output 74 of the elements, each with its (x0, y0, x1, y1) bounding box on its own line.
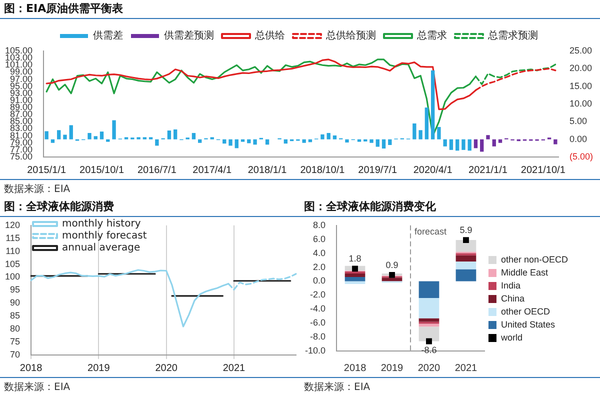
data-label: 0.9 (386, 260, 398, 270)
x-tick-label: 2018 (344, 362, 367, 374)
y-tick-label: 85 (10, 310, 20, 321)
x-tick-label: 2021 (454, 362, 478, 374)
legend-label: United States (500, 319, 556, 330)
y-tick-label: -6.0 (310, 318, 326, 328)
legend-label: 总供给预测 (325, 30, 376, 42)
y2-tick-label: 0.00 (569, 134, 588, 144)
x-tick-label: 2019/7/1 (358, 164, 398, 176)
x-tick-label: 2016/7/1 (137, 164, 177, 176)
x-tick-label: 2019 (88, 362, 110, 374)
y2-tick-label: 25.00 (569, 45, 592, 56)
y-tick-label: 110 (6, 246, 20, 256)
chart-title: 图：全球液体能源消费变化 (300, 198, 600, 217)
legend-label: 总供给 (254, 30, 285, 42)
chart-title: 图：EIA原油供需平衡表 (0, 0, 600, 19)
legend-label: annual average (62, 242, 140, 254)
y-tick-label: 90 (10, 298, 20, 308)
y-tick-label: 75 (10, 336, 20, 347)
ref-line-label: forecast (414, 226, 448, 236)
x-tick-label: 2017/4/1 (192, 164, 232, 176)
y-tick-label: -4.0 (310, 304, 326, 314)
data-label: 5.9 (460, 225, 472, 236)
y-tick-label: 70 (10, 349, 20, 360)
x-tick-label: 2018/10/1 (300, 164, 346, 176)
y-tick-label: 6.0 (313, 234, 326, 244)
y-tick-label: 0.0 (313, 276, 326, 286)
y-tick-label: 4.0 (313, 248, 326, 258)
x-tick-label: 2021 (222, 362, 246, 374)
y2-tick-label: 20.00 (569, 63, 592, 74)
data-label: 1.8 (348, 254, 362, 264)
legend-label: other non-OECD (500, 254, 568, 264)
y2-tick-label: 10.00 (569, 98, 592, 108)
y2-tick-label: (5.00) (569, 151, 594, 162)
source-note: 数据来源：EIA (300, 377, 600, 394)
x-tick-label: 2015/1/1 (27, 164, 66, 176)
y2-tick-label: 5.00 (569, 116, 588, 126)
x-tick-label: 2020 (155, 362, 178, 374)
x-tick-label: 2021/10/1 (520, 164, 566, 176)
y-tick-label: -2.0 (310, 290, 326, 300)
y-tick-label: -8.0 (310, 332, 326, 342)
source-note: 数据来源：EIA (0, 179, 600, 198)
legend-label: 总需求预测 (487, 30, 538, 42)
y-tick-label: -10.0 (305, 345, 326, 356)
y-tick-label: 2.0 (313, 262, 326, 272)
y-tick-label: 80 (10, 324, 20, 334)
y-tick-label: 100 (4, 272, 20, 282)
legend-label: monthly forecast (62, 230, 147, 242)
x-tick-label: 2018 (20, 362, 43, 374)
y2-tick-label: 15.00 (569, 80, 592, 91)
x-tick-label: 2019 (380, 362, 404, 374)
legend-label: 供需差预测 (164, 30, 214, 42)
chart-title: 图：全球液体能源消费 (0, 198, 300, 217)
x-tick-label: 2021/1/1 (468, 164, 508, 176)
legend-label: 总需求 (416, 30, 447, 42)
y-tick-label: 95 (10, 284, 20, 295)
x-tick-label: 2018/1/1 (248, 164, 288, 176)
legend-label: other OECD (500, 306, 550, 316)
legend-label: world (500, 332, 522, 342)
legend-label: 供需差 (93, 30, 123, 42)
legend-label: China (500, 293, 524, 304)
legend-label: Middle East (500, 267, 548, 278)
x-tick-label: 2015/10/1 (80, 164, 124, 176)
y-tick-label: 105 (4, 258, 20, 269)
y-tick-label: 120 (4, 220, 20, 230)
legend-label: monthly history (62, 218, 141, 230)
y-tick-label: 8.0 (313, 220, 326, 230)
y-tick-label: 115 (6, 232, 20, 243)
source-note: 数据来源：EIA (0, 377, 300, 394)
legend-label: India (500, 280, 520, 290)
x-tick-label: 2020 (418, 362, 441, 374)
y-tick-label: 105.00 (4, 45, 33, 56)
x-tick-label: 2020/4/1 (413, 164, 453, 176)
data-label: -8.6 (421, 345, 437, 356)
